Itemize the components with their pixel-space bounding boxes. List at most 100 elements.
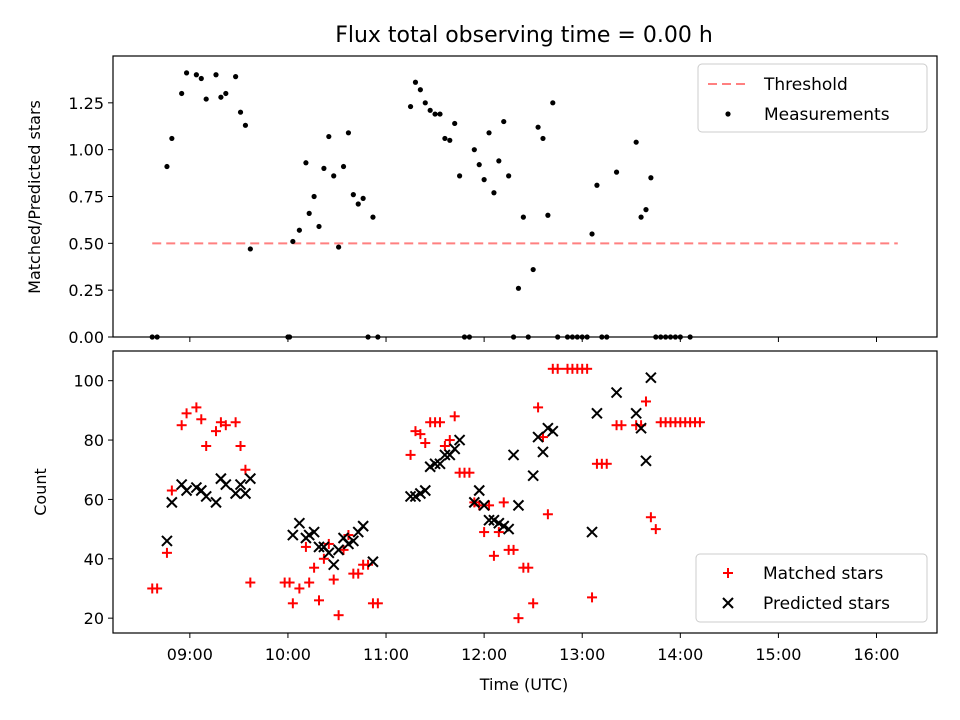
matched-star-point xyxy=(694,417,705,428)
measurement-point xyxy=(501,118,507,125)
chart-title: Flux total observing time = 0.00 h xyxy=(335,23,713,48)
matched-star-point xyxy=(420,438,431,449)
measurement-point xyxy=(370,214,376,220)
measurement-point xyxy=(223,90,229,97)
predicted-star-point xyxy=(537,446,549,458)
measurement-point xyxy=(432,111,438,117)
predicted-star-point xyxy=(308,526,320,538)
y-tick-label: 0.25 xyxy=(68,281,104,300)
matched-star-point xyxy=(152,583,163,594)
matched-star-point xyxy=(498,497,509,508)
matched-star-point xyxy=(240,464,251,475)
legend-predicted-label: Predicted stars xyxy=(763,594,890,614)
predicted-star-point xyxy=(328,559,340,571)
measurement-point xyxy=(643,207,649,213)
measurement-point xyxy=(486,130,492,136)
matched-star-point xyxy=(220,420,231,431)
predicted-star-point xyxy=(512,499,525,512)
measurement-point xyxy=(340,163,347,170)
matched-star-point xyxy=(333,610,344,621)
legend-matched-label: Matched stars xyxy=(763,564,883,584)
matched-star-point xyxy=(640,396,651,407)
measurement-point xyxy=(515,285,522,291)
predicted-star-point xyxy=(347,535,360,547)
predicted-star-point xyxy=(332,544,345,556)
x-tick-label: 09:00 xyxy=(167,645,213,664)
matched-star-point xyxy=(181,408,192,419)
bottom-x-ticks: 09:00 10:00 11:00 12:00 13:00 14:00 15:00 16:00 xyxy=(167,633,900,664)
measurement-point xyxy=(427,107,433,113)
top-y-axis-label: Matched/Predicted stars xyxy=(25,100,44,294)
predicted-star-point xyxy=(229,487,242,500)
measurement-point xyxy=(589,231,595,237)
matched-star-point xyxy=(488,550,499,561)
measurement-point xyxy=(452,120,458,127)
measurement-point xyxy=(545,212,551,218)
measurement-point xyxy=(535,124,541,130)
measurement-point xyxy=(687,334,693,340)
matched-star-point xyxy=(537,432,548,443)
y-tick-label: 60 xyxy=(84,490,104,509)
matched-star-point xyxy=(201,440,212,451)
y-tick-label: 1.00 xyxy=(68,141,104,160)
predicted-star-point xyxy=(166,496,178,509)
predicted-star-point xyxy=(635,422,647,434)
top-y-ticks: 0.00 0.25 0.50 0.75 1.00 1.25 xyxy=(68,94,113,347)
measurement-point xyxy=(311,193,317,200)
matched-star-point xyxy=(533,402,544,413)
matched-star-point xyxy=(338,544,349,555)
measurement-points xyxy=(149,70,693,340)
matched-star-point xyxy=(434,417,445,428)
predicted-star-point xyxy=(357,520,369,532)
y-tick-label: 0.75 xyxy=(68,188,104,207)
matched-star-point xyxy=(235,440,246,451)
measurement-point xyxy=(326,133,332,140)
matched-star-point xyxy=(309,562,320,573)
bottom-y-ticks: 20 40 60 80 100 xyxy=(73,372,113,628)
bottom-panel: 20 40 60 80 100 09:00 10:00 11:00 12:00 13:00 14:… xyxy=(31,350,938,694)
predicted-star-point xyxy=(645,372,657,384)
measurement-point xyxy=(198,75,204,82)
measurement-point xyxy=(193,72,199,78)
predicted-star-point xyxy=(287,529,299,541)
measurement-point xyxy=(653,334,659,340)
predicted-star-point xyxy=(448,443,461,455)
predicted-star-point xyxy=(200,490,212,503)
bottom-y-axis-label: Count xyxy=(31,468,50,516)
measurement-point xyxy=(481,177,487,183)
measurement-point xyxy=(506,173,512,179)
matched-star-point xyxy=(161,547,172,558)
count-points xyxy=(147,363,705,624)
top-legend: Threshold Measurements xyxy=(697,63,928,133)
matched-star-point xyxy=(353,568,364,579)
bottom-legend-box xyxy=(695,553,928,623)
matched-star-point xyxy=(552,363,563,374)
matched-star-point xyxy=(304,577,315,588)
matched-star-point xyxy=(484,500,495,511)
predicted-star-point xyxy=(293,517,306,529)
legend-matched-swatch xyxy=(723,568,733,578)
measurement-point xyxy=(247,246,253,252)
predicted-star-point xyxy=(483,514,495,526)
measurement-point xyxy=(213,72,219,78)
measurement-point xyxy=(169,135,175,142)
predicted-star-point xyxy=(532,431,544,443)
predicted-star-point xyxy=(404,490,417,503)
x-tick-label: 14:00 xyxy=(657,645,703,664)
matched-star-point xyxy=(650,524,661,535)
measurement-point xyxy=(183,70,190,76)
legend-predicted-swatch xyxy=(722,597,734,609)
measurement-point xyxy=(316,223,322,230)
measurement-point xyxy=(303,160,309,166)
predicted-star-point xyxy=(610,386,623,399)
measurement-point xyxy=(510,334,517,340)
x-tick-label: 12:00 xyxy=(461,645,507,664)
matched-star-point xyxy=(166,485,177,496)
matched-star-point xyxy=(601,458,612,469)
predicted-star-point xyxy=(453,434,466,446)
predicted-star-point xyxy=(468,496,481,509)
measurement-point xyxy=(658,334,664,340)
y-tick-label: 20 xyxy=(84,609,104,628)
measurement-point xyxy=(233,74,239,80)
matched-star-point xyxy=(284,577,295,588)
